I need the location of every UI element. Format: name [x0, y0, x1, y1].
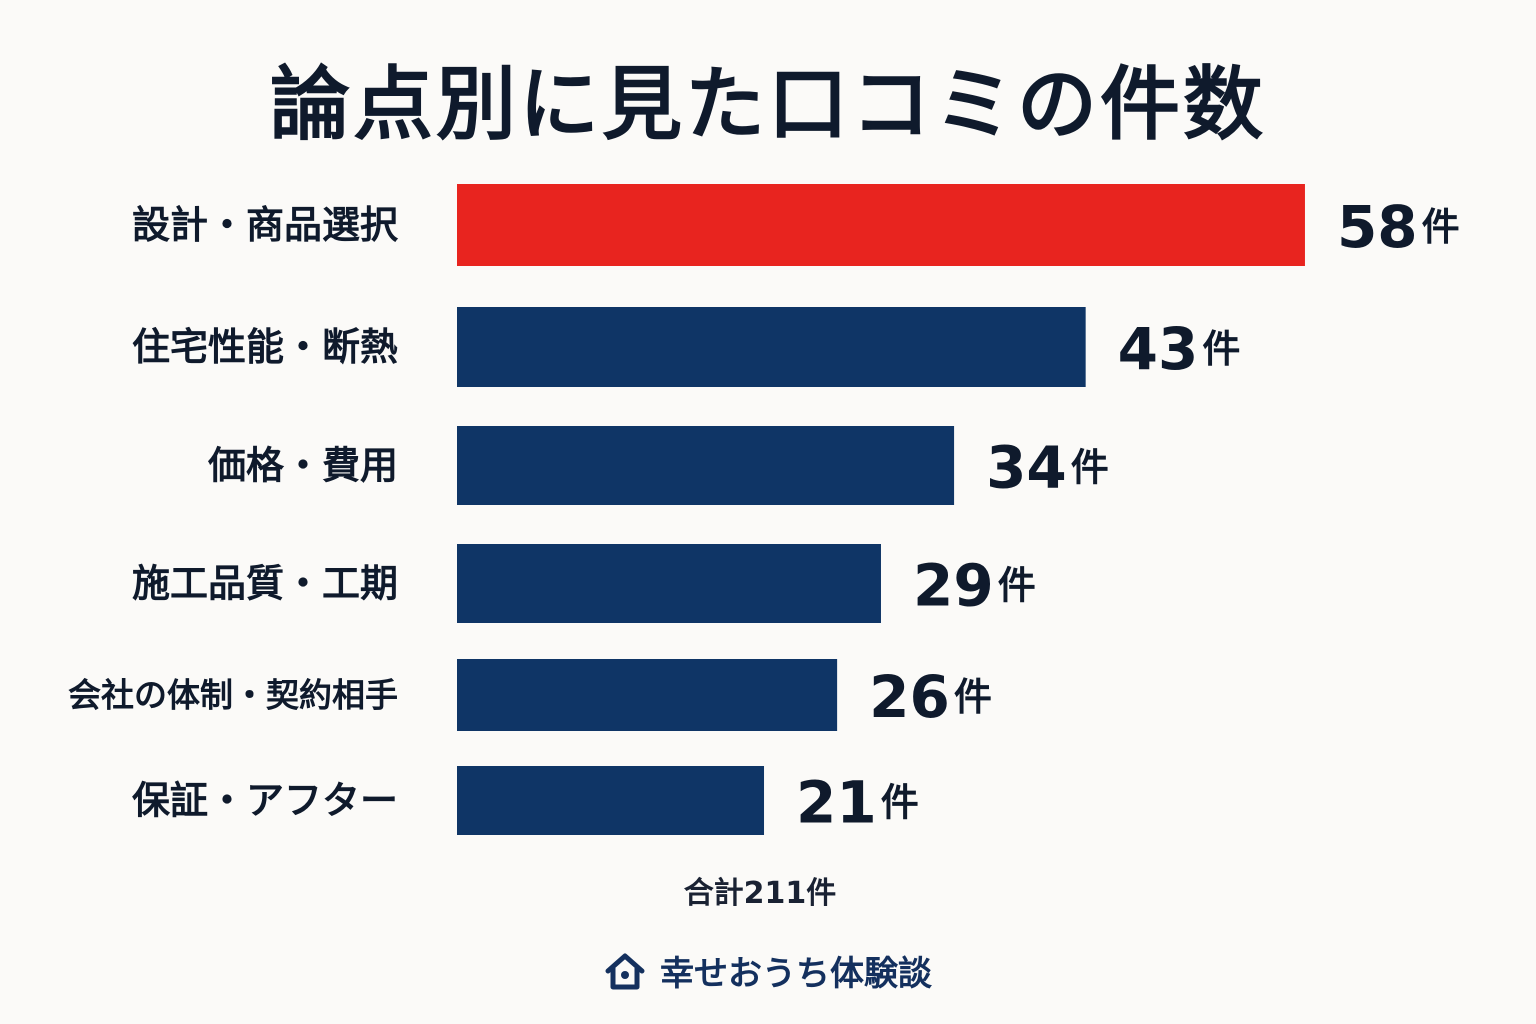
bar: [457, 766, 765, 835]
category-label: 設計・商品選択: [132, 203, 399, 247]
category-label: 会社の体制・契約相手: [68, 676, 398, 715]
footer-brand: 幸せおうち体験談: [0, 946, 1536, 995]
bar: [457, 426, 955, 505]
category-label: 施工品質・工期: [132, 562, 398, 606]
value-label: 21 件: [796, 769, 919, 837]
value-label: 34 件: [986, 434, 1109, 502]
value-label: 58 件: [1337, 193, 1460, 261]
chart-title: 論点別に見た口コミの件数: [270, 58, 1266, 151]
category-label: 価格・費用: [207, 444, 398, 488]
category-label: 保証・アフター: [132, 779, 398, 823]
brand-name: 幸せおうち体験談: [660, 954, 932, 994]
value-label: 26 件: [869, 663, 992, 731]
bar: [457, 307, 1086, 387]
value-label: 43 件: [1118, 315, 1241, 383]
house-icon: [604, 951, 646, 991]
total-count-note: 合計211件: [683, 876, 837, 911]
bar: [457, 544, 881, 623]
value-label: 29 件: [913, 552, 1036, 620]
bar: [457, 184, 1305, 266]
bar: [457, 659, 838, 731]
category-label: 住宅性能・断熱: [132, 325, 398, 369]
